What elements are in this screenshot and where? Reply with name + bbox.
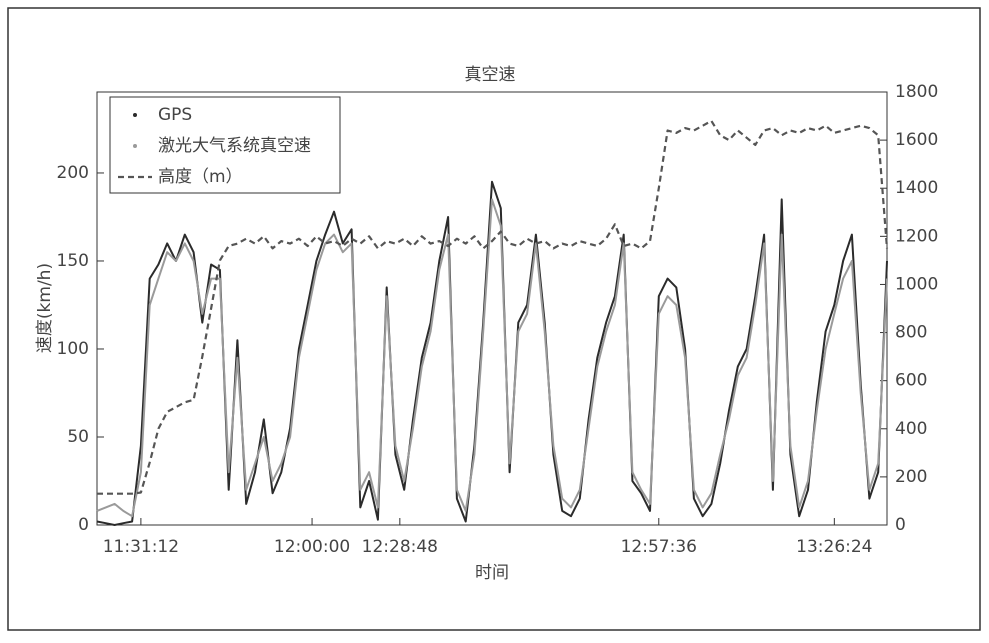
y-tick-label: 0 [78,515,89,535]
legend-swatch [133,144,137,148]
series-line [97,119,889,495]
y2-tick-label: 800 [895,323,927,343]
y2-tick-label: 1800 [895,82,938,102]
legend-label: 激光大气系统真空速 [158,136,311,156]
x-tick-label: 12:57:36 [621,537,697,557]
chart-title: 真空速 [465,65,516,85]
y-tick-label: 100 [57,339,89,359]
series-line [96,180,888,526]
legend-swatch [133,113,137,117]
legend-label: GPS [158,105,192,125]
x-tick-label: 11:31:12 [103,537,179,557]
legend-label: 高度（m） [158,167,243,187]
y2-tick-label: 1200 [895,226,938,246]
x-axis-label: 时间 [475,563,509,583]
x-tick-label: 12:00:00 [274,537,350,557]
y-axis-label: 速度(km/h) [35,263,55,353]
y-tick-label: 200 [57,163,89,183]
y2-tick-label: 200 [895,467,927,487]
x-tick-label: 13:26:24 [796,537,872,557]
series-line [96,198,888,518]
x-tick-label: 12:28:48 [362,537,438,557]
frame [7,7,981,631]
y2-tick-label: 1400 [895,178,938,198]
y-tick-label: 50 [67,427,89,447]
y2-tick-label: 1000 [895,274,938,294]
y-tick-label: 150 [57,251,89,271]
y2-tick-label: 0 [895,515,906,535]
y2-tick-label: 400 [895,419,927,439]
y2-tick-label: 600 [895,371,927,391]
y2-tick-label: 1600 [895,130,938,150]
plot-area [96,91,888,526]
